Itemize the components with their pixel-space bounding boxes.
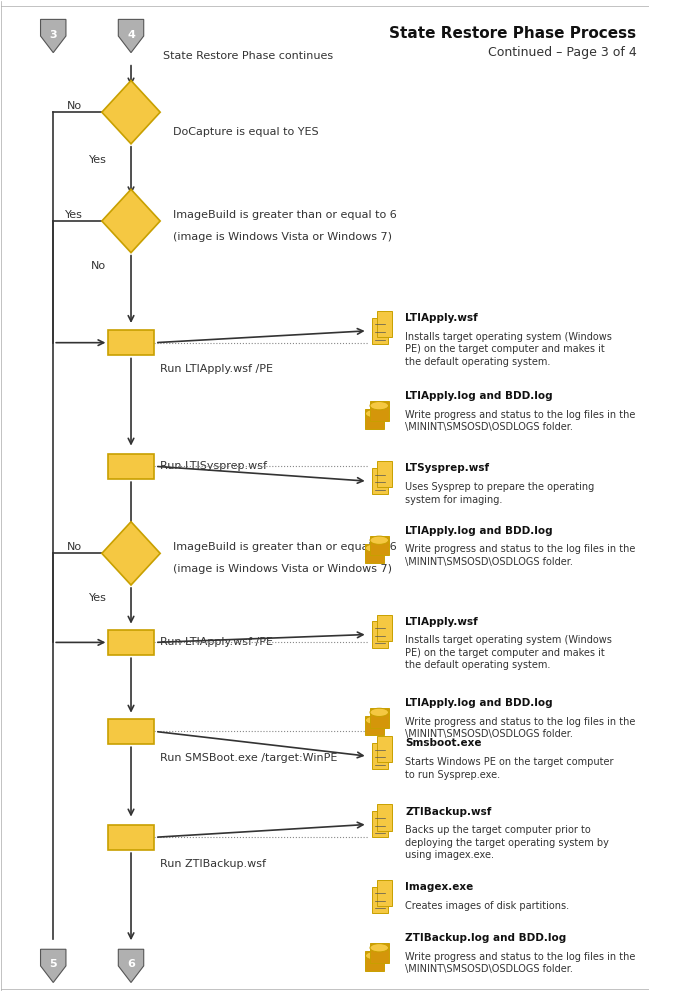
Text: ZTIBackup.log and BDD.log: ZTIBackup.log and BDD.log bbox=[405, 933, 567, 943]
Ellipse shape bbox=[370, 943, 389, 952]
FancyBboxPatch shape bbox=[376, 805, 392, 830]
Text: Run SMSBoot.exe /target:WinPE: Run SMSBoot.exe /target:WinPE bbox=[160, 753, 338, 763]
FancyBboxPatch shape bbox=[376, 310, 392, 337]
Text: No: No bbox=[68, 101, 83, 111]
FancyBboxPatch shape bbox=[366, 544, 384, 563]
Text: LTIApply.wsf: LTIApply.wsf bbox=[405, 312, 478, 323]
Text: Smsboot.exe: Smsboot.exe bbox=[405, 738, 481, 748]
FancyBboxPatch shape bbox=[376, 461, 392, 487]
Polygon shape bbox=[102, 189, 160, 253]
FancyBboxPatch shape bbox=[376, 614, 392, 641]
Text: 4: 4 bbox=[127, 30, 135, 40]
Text: LTSysprep.wsf: LTSysprep.wsf bbox=[405, 463, 489, 473]
Text: (image is Windows Vista or Windows 7): (image is Windows Vista or Windows 7) bbox=[173, 232, 392, 242]
Text: 5: 5 bbox=[49, 959, 57, 969]
Text: Yes: Yes bbox=[89, 155, 106, 165]
FancyBboxPatch shape bbox=[372, 887, 388, 913]
Text: 3: 3 bbox=[49, 30, 57, 40]
FancyBboxPatch shape bbox=[376, 736, 392, 762]
Polygon shape bbox=[118, 949, 144, 982]
FancyBboxPatch shape bbox=[372, 743, 388, 769]
FancyBboxPatch shape bbox=[370, 943, 389, 963]
Text: Creates images of disk partitions.: Creates images of disk partitions. bbox=[405, 901, 569, 911]
Text: Run LTISysprep.wsf: Run LTISysprep.wsf bbox=[160, 461, 267, 471]
Text: Write progress and status to the log files in the
\MININT\SMSOSD\OSDLOGS folder.: Write progress and status to the log fil… bbox=[405, 716, 636, 739]
FancyBboxPatch shape bbox=[108, 630, 153, 655]
Ellipse shape bbox=[366, 716, 384, 724]
FancyBboxPatch shape bbox=[372, 811, 388, 837]
Text: ZTIBackup.wsf: ZTIBackup.wsf bbox=[405, 806, 492, 816]
FancyBboxPatch shape bbox=[366, 951, 384, 971]
Text: Run LTIApply.wsf /PE: Run LTIApply.wsf /PE bbox=[160, 364, 273, 374]
FancyBboxPatch shape bbox=[108, 330, 153, 355]
Polygon shape bbox=[40, 949, 66, 982]
FancyBboxPatch shape bbox=[370, 708, 389, 727]
Text: Installs target operating system (Windows
PE) on the target computer and makes i: Installs target operating system (Window… bbox=[405, 331, 612, 367]
Text: DoCapture is equal to YES: DoCapture is equal to YES bbox=[173, 127, 318, 137]
Ellipse shape bbox=[370, 708, 389, 716]
Text: LTIApply.log and BDD.log: LTIApply.log and BDD.log bbox=[405, 697, 553, 707]
FancyBboxPatch shape bbox=[108, 719, 153, 744]
FancyBboxPatch shape bbox=[370, 402, 389, 421]
Text: Backs up the target computer prior to
deploying the target operating system by
u: Backs up the target computer prior to de… bbox=[405, 825, 609, 860]
FancyBboxPatch shape bbox=[366, 410, 384, 429]
Text: ImageBuild is greater than or equal to 6: ImageBuild is greater than or equal to 6 bbox=[173, 543, 397, 553]
Text: Imagex.exe: Imagex.exe bbox=[405, 882, 473, 892]
Ellipse shape bbox=[366, 951, 384, 960]
Text: 6: 6 bbox=[127, 959, 135, 969]
FancyBboxPatch shape bbox=[372, 317, 388, 344]
Text: No: No bbox=[68, 543, 83, 553]
Text: LTIApply.log and BDD.log: LTIApply.log and BDD.log bbox=[405, 526, 553, 536]
Text: Uses Sysprep to prepare the operating
system for imaging.: Uses Sysprep to prepare the operating sy… bbox=[405, 482, 595, 505]
Text: No: No bbox=[91, 261, 106, 271]
Text: (image is Windows Vista or Windows 7): (image is Windows Vista or Windows 7) bbox=[173, 564, 392, 574]
Ellipse shape bbox=[366, 410, 384, 418]
FancyBboxPatch shape bbox=[366, 716, 384, 735]
Text: Write progress and status to the log files in the
\MININT\SMSOSD\OSDLOGS folder.: Write progress and status to the log fil… bbox=[405, 545, 636, 566]
FancyBboxPatch shape bbox=[372, 468, 388, 494]
FancyBboxPatch shape bbox=[376, 880, 392, 906]
Text: State Restore Phase Process: State Restore Phase Process bbox=[389, 26, 636, 41]
Text: Installs target operating system (Windows
PE) on the target computer and makes i: Installs target operating system (Window… bbox=[405, 636, 612, 671]
Text: LTIApply.wsf: LTIApply.wsf bbox=[405, 617, 478, 627]
Text: Write progress and status to the log files in the
\MININT\SMSOSD\OSDLOGS folder.: Write progress and status to the log fil… bbox=[405, 410, 636, 433]
Text: ImageBuild is greater than or equal to 6: ImageBuild is greater than or equal to 6 bbox=[173, 210, 397, 220]
Text: Run LTIApply.wsf /PE: Run LTIApply.wsf /PE bbox=[160, 638, 273, 648]
Text: Yes: Yes bbox=[89, 593, 106, 603]
Text: Continued – Page 3 of 4: Continued – Page 3 of 4 bbox=[488, 46, 636, 59]
Text: LTIApply.log and BDD.log: LTIApply.log and BDD.log bbox=[405, 391, 553, 401]
Polygon shape bbox=[40, 20, 66, 53]
Ellipse shape bbox=[370, 402, 389, 410]
Polygon shape bbox=[102, 80, 160, 144]
Text: Write progress and status to the log files in the
\MININT\SMSOSD\OSDLOGS folder.: Write progress and status to the log fil… bbox=[405, 952, 636, 974]
FancyBboxPatch shape bbox=[370, 536, 389, 556]
FancyBboxPatch shape bbox=[108, 454, 153, 479]
Polygon shape bbox=[118, 20, 144, 53]
Text: Yes: Yes bbox=[65, 210, 83, 220]
Ellipse shape bbox=[366, 544, 384, 553]
Text: State Restore Phase continues: State Restore Phase continues bbox=[164, 51, 333, 61]
FancyBboxPatch shape bbox=[108, 825, 153, 849]
Ellipse shape bbox=[370, 536, 389, 545]
Polygon shape bbox=[102, 522, 160, 585]
Text: Starts Windows PE on the target computer
to run Sysprep.exe.: Starts Windows PE on the target computer… bbox=[405, 757, 614, 780]
FancyBboxPatch shape bbox=[372, 621, 388, 648]
Text: Run ZTIBackup.wsf: Run ZTIBackup.wsf bbox=[160, 859, 266, 869]
